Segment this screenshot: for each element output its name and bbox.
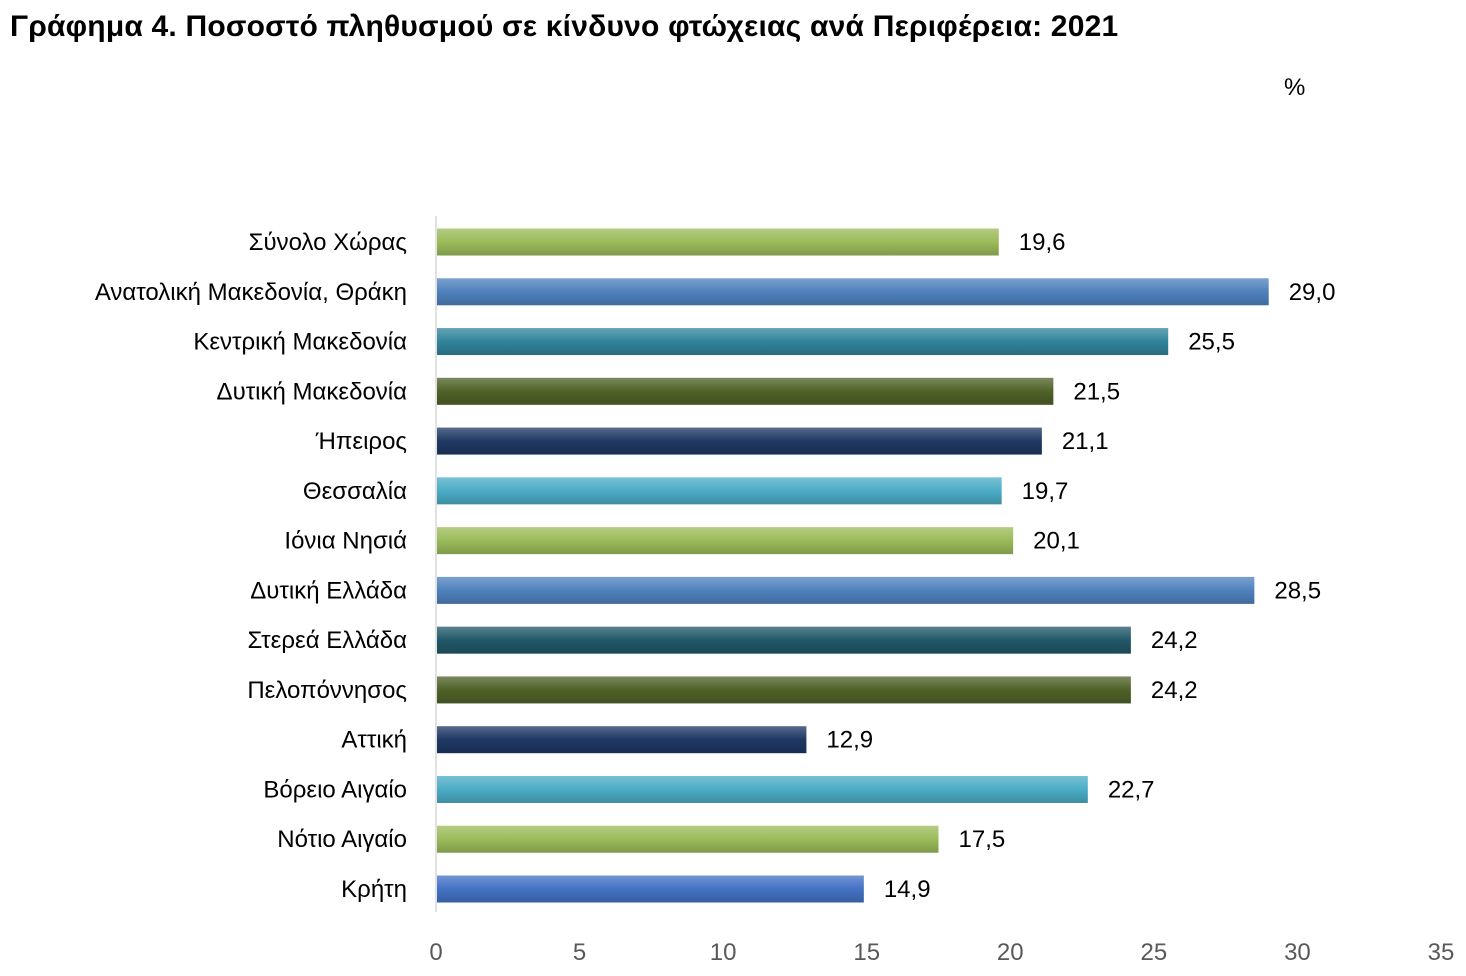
- bar: [437, 527, 1014, 555]
- category-label: Πελοπόννησος: [247, 677, 407, 704]
- category-label: Κρήτη: [341, 876, 407, 903]
- bar: [437, 825, 939, 853]
- value-label: 14,9: [884, 876, 931, 903]
- bar: [437, 228, 999, 256]
- x-tick-label: 35: [1428, 939, 1455, 966]
- bar: [437, 875, 864, 903]
- value-label: 28,5: [1274, 577, 1321, 604]
- value-label: 19,7: [1022, 478, 1069, 505]
- x-tick-label: 25: [1141, 939, 1168, 966]
- value-labels: 19,6 29,0 25,5 21,5 21,1 19,7 20,1 28,5 24,2 24,2…: [826, 229, 1335, 903]
- bar: [437, 576, 1255, 604]
- value-label: 12,9: [826, 727, 873, 754]
- category-label: Δυτική Μακεδονία: [217, 378, 408, 405]
- category-label: Βόρειο Αιγαίο: [263, 776, 407, 803]
- chart-title: Γράφημα 4. Ποσοστό πληθυσμού σε κίνδυνο …: [10, 10, 1119, 43]
- value-label: 25,5: [1188, 329, 1235, 356]
- value-label: 20,1: [1033, 528, 1080, 555]
- bar: [437, 775, 1088, 803]
- category-label: Αττική: [341, 727, 407, 754]
- x-tick-label: 0: [429, 939, 442, 966]
- bar: [437, 626, 1131, 654]
- x-tick-label: 10: [710, 939, 737, 966]
- bar: [437, 328, 1169, 356]
- category-label: Ανατολική Μακεδονία, Θράκη: [95, 279, 407, 306]
- category-label: Σύνολο Χώρας: [249, 229, 407, 256]
- value-label: 29,0: [1289, 279, 1336, 306]
- category-label: Στερεά Ελλάδα: [247, 627, 407, 654]
- value-label: 21,5: [1073, 378, 1120, 405]
- category-label: Ιόνια Νησιά: [284, 528, 407, 555]
- value-label: 24,2: [1151, 627, 1198, 654]
- value-label: 22,7: [1108, 776, 1155, 803]
- x-tick-label: 30: [1284, 939, 1311, 966]
- unit-label: %: [1284, 74, 1306, 101]
- category-label: Δυτική Ελλάδα: [250, 577, 407, 604]
- value-label: 19,6: [1019, 229, 1066, 256]
- x-axis-ticks: 0 5 10 15 20 25 30 35: [429, 939, 1454, 966]
- x-tick-label: 15: [853, 939, 880, 966]
- x-tick-label: 5: [573, 939, 586, 966]
- category-label: Νότιο Αιγαίο: [277, 826, 407, 853]
- bar: [437, 726, 807, 754]
- value-label: 21,1: [1062, 428, 1109, 455]
- value-label: 17,5: [959, 826, 1006, 853]
- category-label: Θεσσαλία: [303, 478, 407, 505]
- category-label: Ήπειρος: [315, 428, 407, 455]
- category-labels: Σύνολο Χώρας Ανατολική Μακεδονία, Θράκη Κε…: [95, 229, 407, 903]
- x-tick-label: 20: [997, 939, 1024, 966]
- category-label: Κεντρική Μακεδονία: [193, 329, 407, 356]
- bars-layer: [437, 228, 1269, 903]
- bar: [437, 477, 1002, 505]
- value-label: 24,2: [1151, 677, 1198, 704]
- bar: [437, 676, 1131, 704]
- bar: [437, 377, 1054, 405]
- bar: [437, 278, 1269, 306]
- bar: [437, 427, 1042, 455]
